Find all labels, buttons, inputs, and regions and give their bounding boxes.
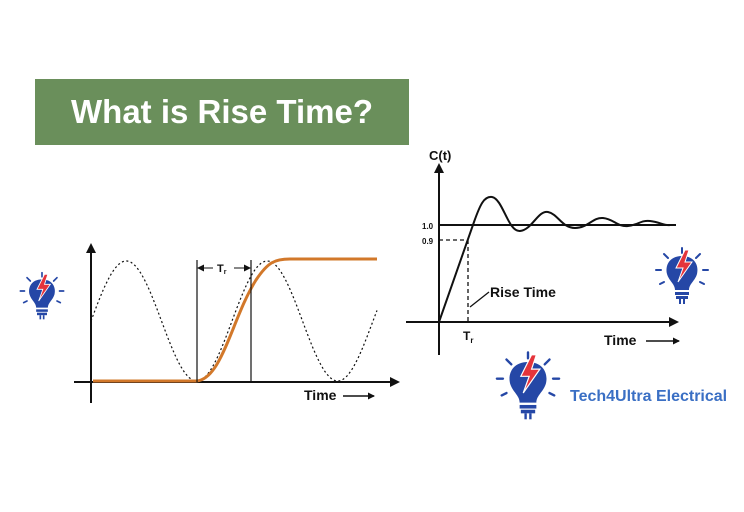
title-banner: What is Rise Time?: [35, 79, 409, 145]
lightbulb-bolt-icon: [495, 351, 561, 420]
left-rise-marker-label: Tr: [217, 263, 227, 276]
left-x-axis-label: Time: [304, 387, 337, 403]
lightbulb-bolt-icon: [19, 271, 65, 320]
right-rise-marker-label: Tr: [463, 329, 473, 345]
right-level-high-label: 1.0: [422, 222, 434, 231]
right-y-axis-label: C(t): [429, 148, 451, 163]
right-x-axis-label: Time: [604, 332, 637, 348]
brand-name: Tech4Ultra Electrical: [570, 388, 728, 405]
left-step-response-curve: [93, 257, 377, 383]
right-annotation-label: Rise Time: [490, 284, 556, 300]
right-level-low-label: 0.9: [422, 237, 434, 246]
left-plot: Tr Time: [74, 243, 400, 403]
right-step-response-curve: [438, 195, 671, 323]
lightbulb-bolt-icon: [655, 247, 709, 304]
left-reference-sine-wave: [90, 260, 378, 382]
right-plot: C(t) 1.0 0.9 Rise Time Tr Time: [406, 148, 680, 355]
title-text: What is Rise Time?: [71, 93, 373, 130]
right-annotation-pointer: [469, 291, 490, 308]
